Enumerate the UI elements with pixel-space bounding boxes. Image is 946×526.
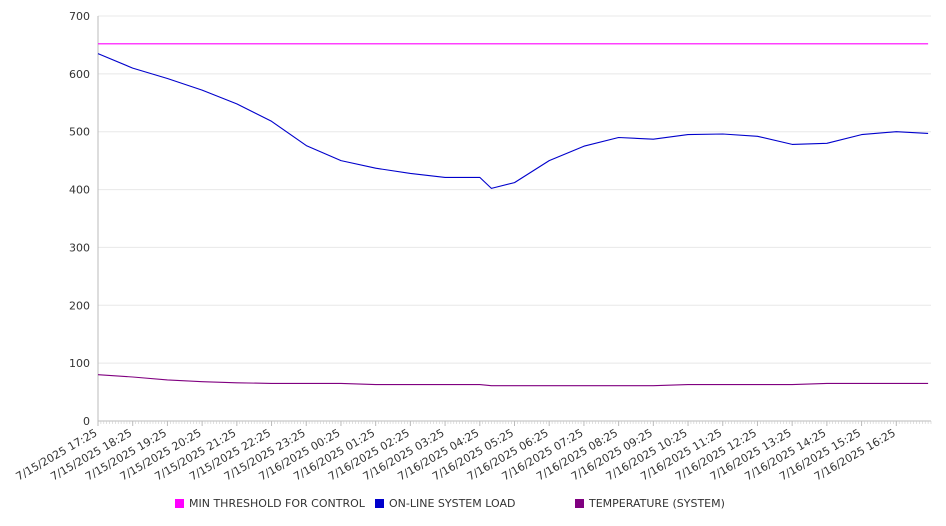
series-lines <box>97 43 929 387</box>
legend: MIN THRESHOLD FOR CONTROL ON-LINE SYSTEM… <box>0 497 946 515</box>
axes <box>97 16 931 422</box>
legend-swatch-min-threshold <box>175 499 184 508</box>
y-tick-label: 500 <box>69 126 90 139</box>
legend-item-temperature: TEMPERATURE (SYSTEM) <box>575 497 725 510</box>
legend-swatch-system-load <box>375 499 384 508</box>
series-line-on-line-system-load <box>97 53 929 189</box>
y-tick-label: 0 <box>83 415 90 428</box>
legend-label-system-load: ON-LINE SYSTEM LOAD <box>389 497 516 510</box>
y-tick-label: 600 <box>69 68 90 81</box>
y-tick-label: 300 <box>69 241 90 254</box>
gridlines <box>98 15 931 364</box>
legend-item-min-threshold: MIN THRESHOLD FOR CONTROL <box>175 497 365 510</box>
y-tick-label: 400 <box>69 184 90 197</box>
y-tick-label: 100 <box>69 357 90 370</box>
legend-label-min-threshold: MIN THRESHOLD FOR CONTROL <box>189 497 365 510</box>
y-axis-tick-labels: 0 100 200 300 400 500 600 700 <box>69 10 90 428</box>
x-axis-ticks: 7/15/2025 17:257/15/2025 18:257/15/2025 … <box>14 421 932 483</box>
y-tick-label: 200 <box>69 299 90 312</box>
series-line-temperature-system <box>97 374 929 387</box>
legend-swatch-temperature <box>575 499 584 508</box>
legend-label-temperature: TEMPERATURE (SYSTEM) <box>589 497 725 510</box>
y-tick-label: 700 <box>69 10 90 23</box>
legend-item-system-load: ON-LINE SYSTEM LOAD <box>375 497 515 510</box>
